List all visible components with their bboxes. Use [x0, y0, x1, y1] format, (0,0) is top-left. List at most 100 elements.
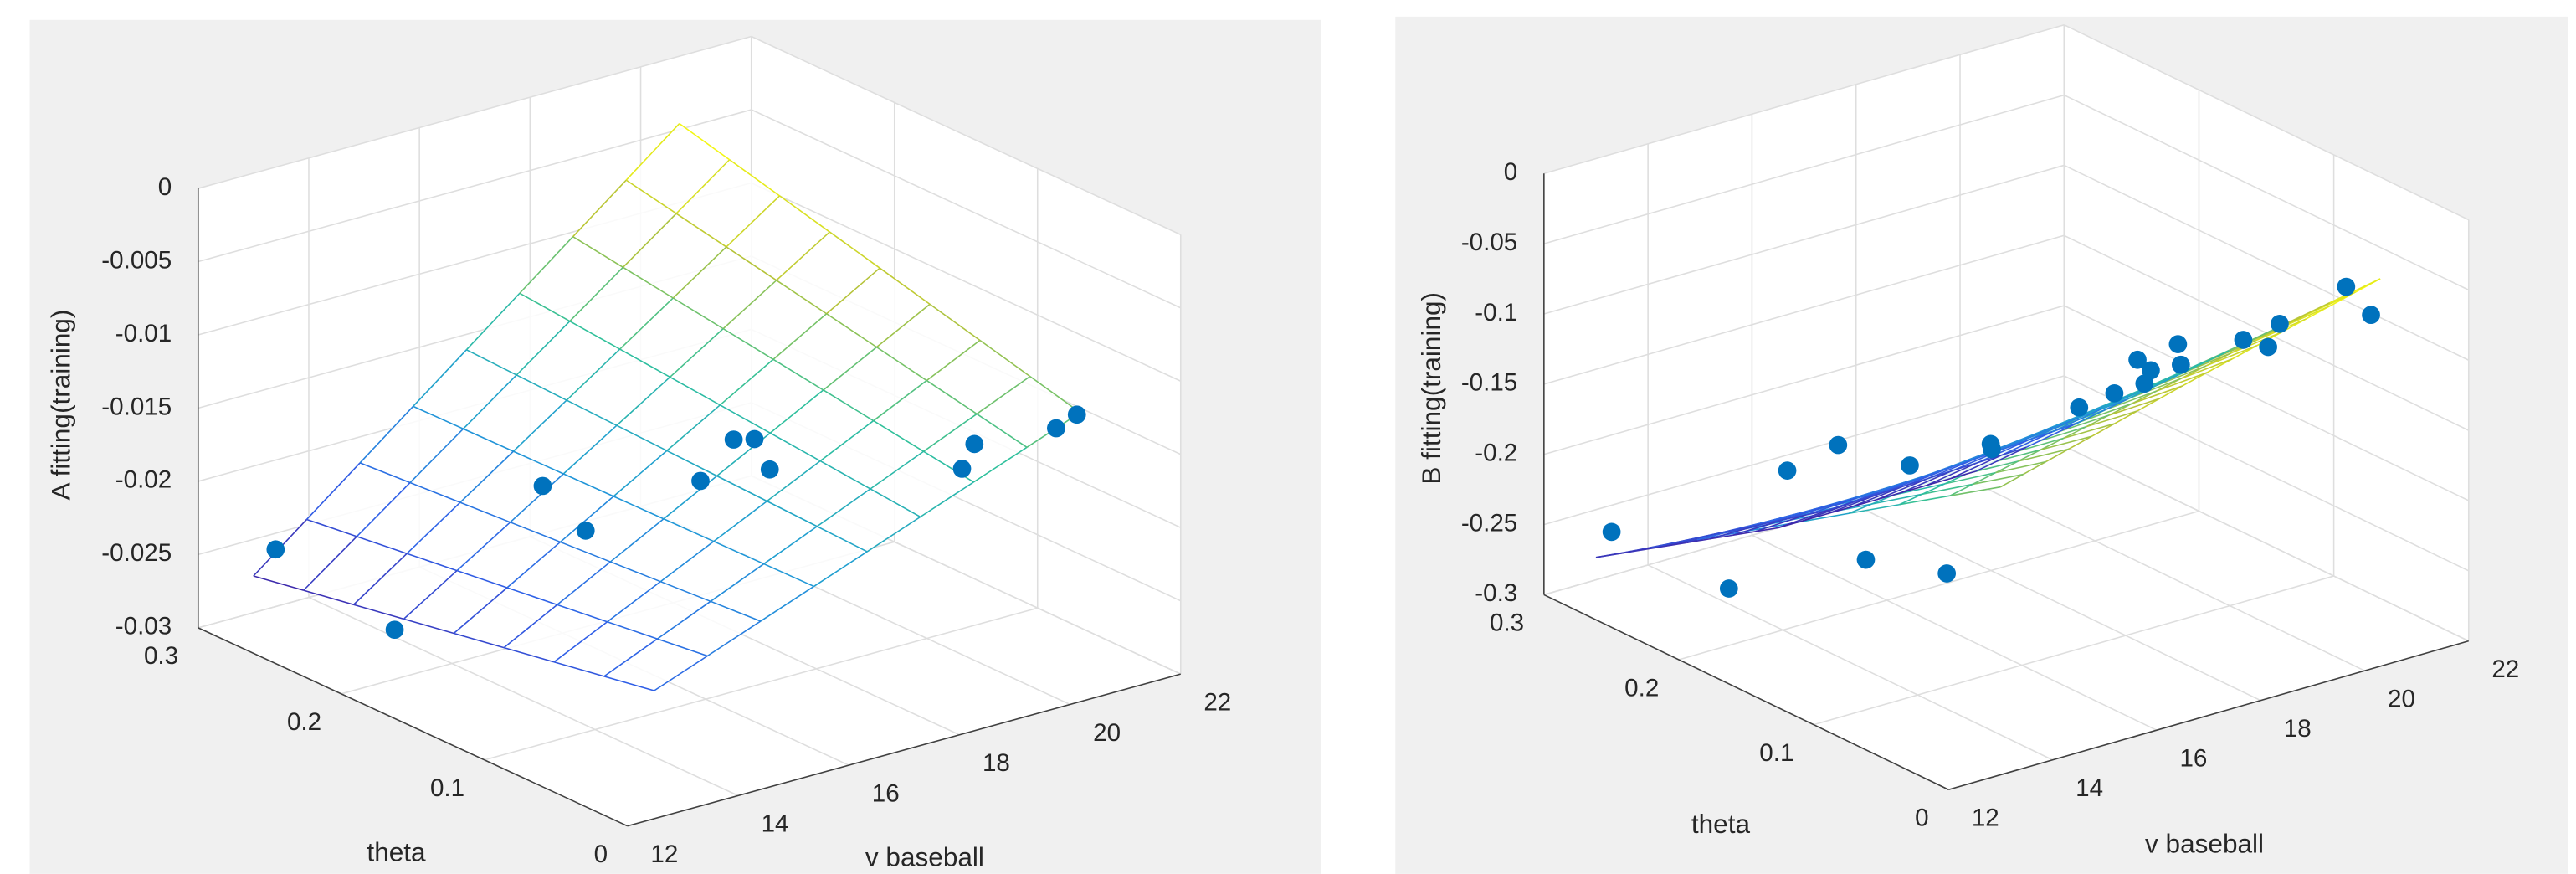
y-tick-label: 0.1: [1759, 739, 1793, 767]
x-tick-label: 22: [2491, 656, 2519, 683]
mesh-line: [1029, 376, 1081, 414]
mesh-line: [2004, 436, 2029, 447]
mesh-line: [2018, 448, 2070, 462]
mesh-line: [779, 195, 830, 233]
mesh-line: [625, 179, 677, 214]
mesh-line: [566, 348, 621, 401]
mesh-line: [566, 399, 618, 426]
mesh-line: [559, 496, 614, 543]
y-axis-label: theta: [367, 837, 426, 867]
mesh-line: [406, 501, 461, 554]
mesh-line: [2329, 278, 2381, 304]
mesh-line: [253, 575, 304, 591]
data-point: [2259, 337, 2277, 357]
mesh-line: [772, 358, 824, 391]
mesh-line: [623, 266, 674, 299]
grid-line: [751, 182, 1182, 382]
mesh-line: [1765, 515, 1788, 523]
mesh-line: [562, 473, 614, 497]
mesh-line: [1871, 493, 1922, 505]
mesh-line: [729, 159, 780, 197]
grid-line: [1543, 305, 2065, 455]
mesh-line: [826, 267, 880, 315]
grid-line: [2064, 24, 2470, 221]
mesh-line: [603, 676, 654, 691]
z-tick-label: -0.3: [1475, 579, 1517, 607]
mesh-line: [1952, 462, 1978, 472]
mesh-line: [657, 638, 708, 657]
mesh-line: [2304, 291, 2356, 316]
mesh-line: [2027, 417, 2079, 441]
grid-line: [1543, 164, 2065, 315]
mesh-line: [659, 541, 715, 583]
grid-line: [1543, 94, 2065, 244]
data-point: [533, 476, 552, 496]
mesh-line: [2086, 410, 2137, 428]
mesh-line: [1972, 473, 2024, 486]
mesh-line: [929, 303, 981, 342]
mesh-line: [1922, 483, 1973, 496]
mesh-line: [409, 428, 464, 484]
grid-line: [751, 35, 1182, 236]
mesh-line: [1922, 483, 1946, 496]
mesh-line: [1853, 493, 1879, 503]
mesh-line: [1686, 537, 1711, 543]
surface-cell: [253, 123, 1080, 691]
mesh-line: [359, 462, 411, 484]
mesh-line: [413, 349, 467, 407]
mesh-line: [679, 122, 731, 161]
z-tick-label: -0.1: [1475, 299, 1517, 326]
mesh-line: [306, 518, 357, 537]
x-axis-line: [627, 673, 1181, 827]
mesh-line: [1827, 506, 1853, 515]
mesh-line: [409, 481, 461, 503]
mesh-line: [560, 541, 611, 563]
grid-line: [1543, 234, 2065, 385]
mesh-line: [2228, 326, 2280, 352]
mesh-line: [722, 327, 774, 360]
mesh-line: [1619, 549, 1642, 555]
data-point: [2168, 335, 2188, 353]
grid-line: [1855, 505, 2261, 702]
mesh-line: [675, 213, 727, 248]
mesh-line: [454, 632, 505, 649]
z-tick-label: -0.05: [1461, 229, 1517, 256]
mesh-line: [769, 389, 824, 434]
mesh-line: [465, 349, 517, 376]
mesh-line: [2051, 408, 2103, 433]
mesh-line: [1876, 478, 1928, 501]
mesh-line: [619, 348, 670, 378]
mesh-line: [659, 580, 711, 603]
axes-box: [1543, 24, 2469, 790]
data-point: [1829, 435, 1848, 455]
mesh-line: [1901, 485, 1927, 494]
mesh-line: [356, 481, 411, 537]
mesh-line: [625, 123, 680, 181]
data-point: [576, 521, 595, 540]
axes: 12 14 16 18 20 22 0 0.1 0.2 0.3-0.3 -0.25 -0.2 -0.15…: [1395, 16, 2568, 874]
data-point: [1981, 434, 2000, 454]
mesh-line: [569, 320, 621, 350]
data-point: [691, 471, 710, 491]
mesh-line: [613, 450, 668, 497]
mesh-line: [666, 404, 721, 451]
mesh-line: [406, 553, 458, 572]
mesh-line: [1828, 501, 1854, 512]
mesh-line: [619, 297, 674, 350]
data-point: [724, 430, 743, 449]
y-tick-label: 0.1: [430, 774, 464, 802]
mesh-line: [2091, 423, 2115, 437]
x-tick-label: 16: [872, 779, 900, 807]
mesh-line: [766, 460, 821, 502]
z-axis-label: A fitting(training): [45, 310, 75, 501]
mesh-line: [2181, 358, 2233, 379]
mesh-line: [823, 389, 875, 422]
mesh-line: [713, 500, 767, 542]
mesh-line: [713, 540, 764, 565]
mesh-line: [1802, 512, 1828, 522]
z-axis-label: B fitting(training): [1416, 292, 1446, 485]
mesh-line: [672, 246, 727, 299]
mesh-line: [503, 646, 555, 663]
mesh-line: [465, 292, 521, 351]
